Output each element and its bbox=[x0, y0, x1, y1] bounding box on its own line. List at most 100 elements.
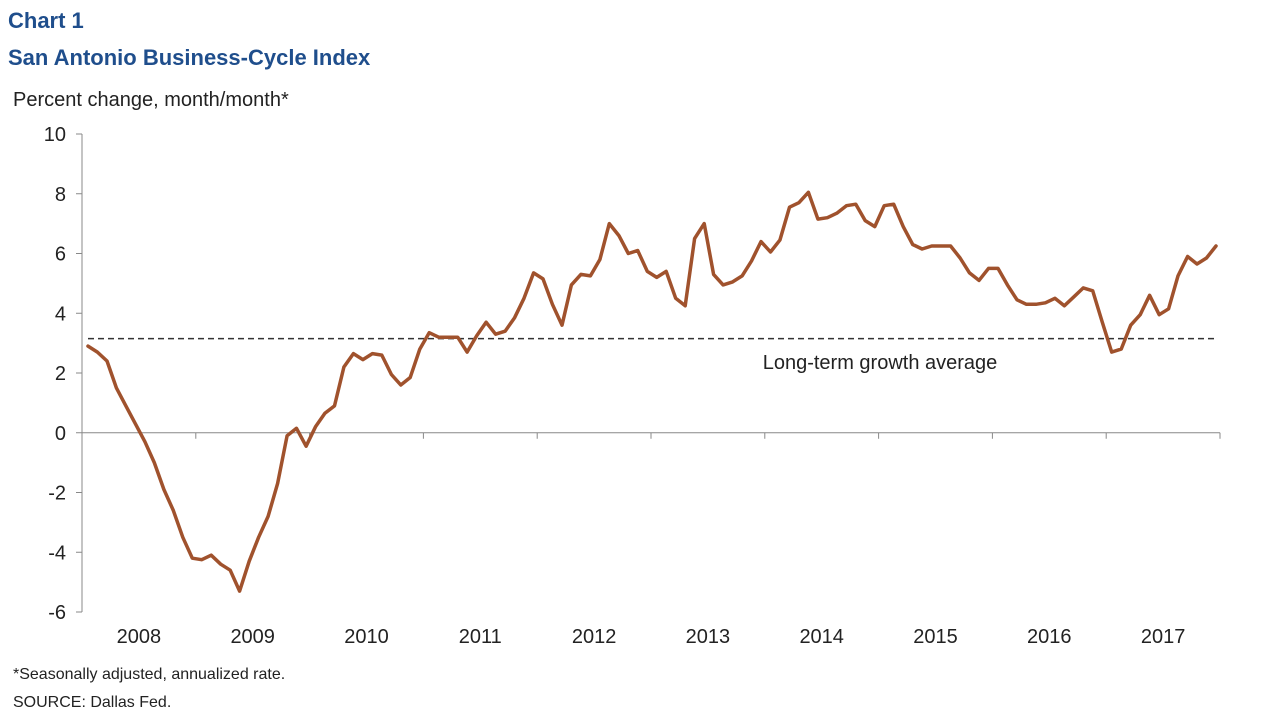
x-year-label: 2013 bbox=[686, 626, 731, 648]
data-point bbox=[1101, 321, 1104, 324]
data-point bbox=[1167, 307, 1170, 310]
data-point bbox=[191, 557, 194, 560]
data-point bbox=[911, 243, 914, 246]
data-point bbox=[864, 219, 867, 222]
data-point bbox=[200, 558, 203, 561]
data-point bbox=[248, 560, 251, 563]
tick-labels: -6 -4 -2 0 2 4 6 8 10 2008 2009 2010 2011 2012 2013 201… bbox=[44, 124, 1186, 648]
data-point bbox=[475, 334, 478, 337]
data-point bbox=[750, 259, 753, 263]
data-point bbox=[920, 247, 924, 251]
data-point bbox=[380, 353, 383, 357]
data-point bbox=[1053, 297, 1057, 300]
data-point bbox=[437, 336, 440, 339]
data-point bbox=[598, 258, 602, 261]
y-tick-label: 0 bbox=[55, 423, 66, 445]
data-point bbox=[1063, 304, 1066, 307]
data-point bbox=[532, 271, 535, 275]
data-point bbox=[721, 283, 725, 287]
x-year-label: 2015 bbox=[913, 626, 958, 648]
data-point bbox=[1148, 294, 1151, 297]
data-point bbox=[646, 270, 649, 273]
x-year-label: 2009 bbox=[230, 626, 275, 648]
data-point bbox=[371, 352, 374, 355]
data-point bbox=[484, 321, 488, 324]
data-point bbox=[162, 488, 166, 491]
data-point bbox=[788, 206, 791, 209]
data-point bbox=[627, 252, 630, 255]
y-tick-label: -4 bbox=[48, 542, 66, 564]
data-point bbox=[285, 434, 289, 437]
data-point bbox=[428, 331, 431, 334]
data-point bbox=[816, 217, 820, 221]
data-point bbox=[456, 336, 459, 339]
data-point bbox=[1176, 274, 1180, 278]
data-point bbox=[693, 237, 696, 240]
data-point bbox=[1034, 303, 1038, 306]
data-point bbox=[105, 359, 109, 363]
data-point bbox=[854, 203, 857, 206]
y-tick-label: -2 bbox=[48, 483, 66, 505]
data-point bbox=[333, 404, 336, 408]
data-point bbox=[399, 383, 402, 387]
data-point bbox=[172, 509, 175, 512]
data-point bbox=[930, 244, 933, 248]
data-point bbox=[465, 350, 469, 354]
y-axis-label: Percent change, month/month* bbox=[13, 89, 289, 111]
data-point bbox=[835, 212, 838, 215]
data-point bbox=[570, 283, 573, 287]
data-point bbox=[276, 482, 279, 485]
x-year-label: 2010 bbox=[344, 626, 389, 648]
data-point bbox=[1214, 244, 1218, 248]
data-point bbox=[181, 536, 184, 539]
data-point bbox=[266, 515, 270, 518]
y-tick-label: 8 bbox=[55, 184, 66, 206]
data-point bbox=[949, 244, 952, 248]
data-point bbox=[229, 569, 232, 572]
data-point bbox=[731, 280, 734, 284]
data-point bbox=[86, 344, 90, 348]
data-point bbox=[1015, 298, 1019, 301]
data-point bbox=[361, 358, 365, 361]
data-point bbox=[1205, 256, 1208, 260]
chart-number: Chart 1 bbox=[8, 8, 84, 33]
data-point bbox=[1139, 313, 1142, 316]
footnote-source: SOURCE: Dallas Fed. bbox=[13, 694, 172, 711]
data-point bbox=[447, 336, 450, 339]
x-year-label: 2008 bbox=[117, 626, 162, 648]
data-point bbox=[1025, 303, 1028, 306]
data-point bbox=[314, 425, 317, 428]
data-point bbox=[153, 461, 156, 464]
x-year-label: 2014 bbox=[799, 626, 844, 648]
data-point bbox=[892, 203, 895, 206]
x-year-label: 2012 bbox=[572, 626, 617, 648]
data-point bbox=[703, 222, 706, 225]
data-point bbox=[617, 234, 621, 237]
data-point bbox=[778, 238, 782, 242]
data-point bbox=[390, 373, 393, 376]
data-point bbox=[684, 304, 687, 307]
data-point bbox=[1110, 350, 1113, 354]
chart-title: San Antonio Business-Cycle Index bbox=[8, 45, 371, 70]
data-point bbox=[987, 267, 990, 270]
data-point bbox=[1044, 301, 1047, 304]
series-line bbox=[86, 190, 1218, 593]
data-point bbox=[409, 376, 412, 379]
data-point bbox=[1195, 262, 1199, 266]
data-point bbox=[579, 273, 583, 276]
data-point bbox=[902, 225, 905, 228]
series-layer bbox=[86, 190, 1218, 593]
average-layer: Long-term growth average bbox=[88, 337, 1216, 374]
data-point bbox=[769, 250, 772, 254]
y-tick-label: 2 bbox=[55, 363, 66, 385]
data-point bbox=[977, 279, 981, 282]
data-point bbox=[883, 204, 886, 207]
x-year-label: 2011 bbox=[459, 626, 502, 648]
y-tick-label: 10 bbox=[44, 124, 66, 146]
data-point bbox=[304, 445, 308, 448]
data-point bbox=[674, 297, 677, 300]
x-year-label: 2017 bbox=[1141, 626, 1186, 648]
data-point bbox=[712, 273, 715, 276]
footnote-note: *Seasonally adjusted, annualized rate. bbox=[13, 666, 286, 683]
data-point bbox=[238, 589, 241, 593]
